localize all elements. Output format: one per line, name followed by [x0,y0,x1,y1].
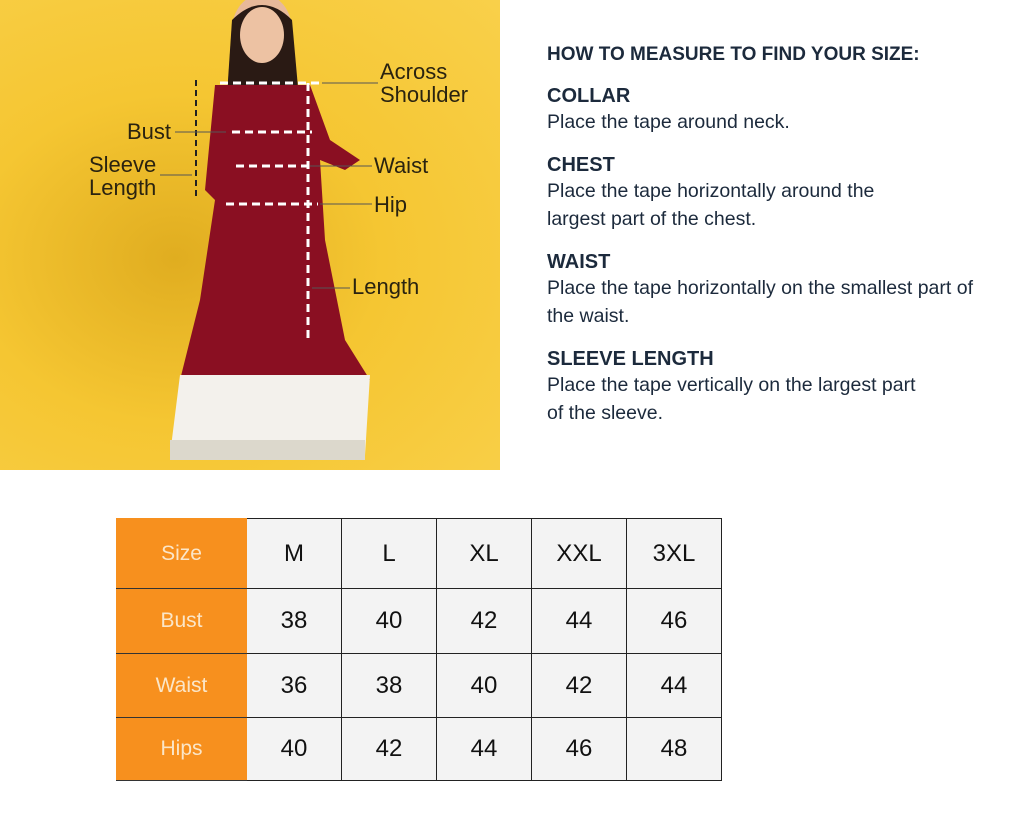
table-cell: 42 [436,588,532,654]
label-across-shoulder: Across Shoulder [380,59,469,107]
label-waist: Waist [374,153,429,178]
label-length: Length [352,274,420,299]
label-sleeve-length: Sleeve Length [89,152,157,200]
label-bust: Bust [127,119,172,144]
table-cell: 46 [626,588,722,654]
section-heading: SLEEVE LENGTH [547,348,714,370]
table-cell: 40 [246,717,342,781]
table-cell: 38 [246,588,342,654]
measurement-illustration: Across Shoulder Bust Sleeve Length Waist… [0,0,500,470]
section-text: Place the tape around neck. [547,111,790,133]
table-cell: 44 [531,588,627,654]
table-row: Hips 40 42 44 46 48 [116,717,722,781]
table-cell: 40 [436,653,532,718]
table-row: Bust 38 40 42 44 46 [116,588,722,654]
guide-section-sleeve-length: SLEEVE LENGTH Place the tape vertically o… [547,347,997,427]
table-cell: 42 [341,717,437,781]
guide-section-chest: CHEST Place the tape horizontally around … [547,153,997,233]
table-cell: 3XL [626,518,722,589]
model-figure [160,0,378,460]
table-cell: 46 [531,717,627,781]
row-header: Size [116,518,247,589]
table-cell: XL [436,518,532,589]
section-heading: WAIST [547,251,611,273]
guide-section-waist: WAIST Place the tape horizontally on the … [547,250,997,330]
table-cell: 48 [626,717,722,781]
table-cell: 38 [341,653,437,718]
section-heading: COLLAR [547,85,631,107]
table-row: Waist 36 38 40 42 44 [116,653,722,718]
table-cell: 40 [341,588,437,654]
guide-title: HOW TO MEASURE TO FIND YOUR SIZE: [547,44,920,65]
table-cell: L [341,518,437,589]
row-header: Bust [116,588,247,654]
table-cell: XXL [531,518,627,589]
table-cell: M [246,518,342,589]
row-header: Waist [116,653,247,718]
label-hip: Hip [374,192,408,217]
section-heading: CHEST [547,154,615,176]
measurement-guide: HOW TO MEASURE TO FIND YOUR SIZE: COLLAR… [547,44,997,444]
size-chart-table: Size M L XL XXL 3XL Bust 38 40 42 44 46 Waist 36 38 40 4… [116,518,722,781]
table-cell: 42 [531,653,627,718]
table-cell: 44 [626,653,722,718]
table-cell: 36 [246,653,342,718]
section-text: Place the tape vertically on the largest… [547,374,916,424]
guide-section-collar: COLLAR Place the tape around neck. [547,84,997,136]
table-row: Size M L XL XXL 3XL [116,518,722,589]
row-header: Hips [116,717,247,781]
section-text: Place the tape horizontally on the small… [547,277,973,327]
table-cell: 44 [436,717,532,781]
section-text: Place the tape horizontally around the l… [547,180,875,230]
